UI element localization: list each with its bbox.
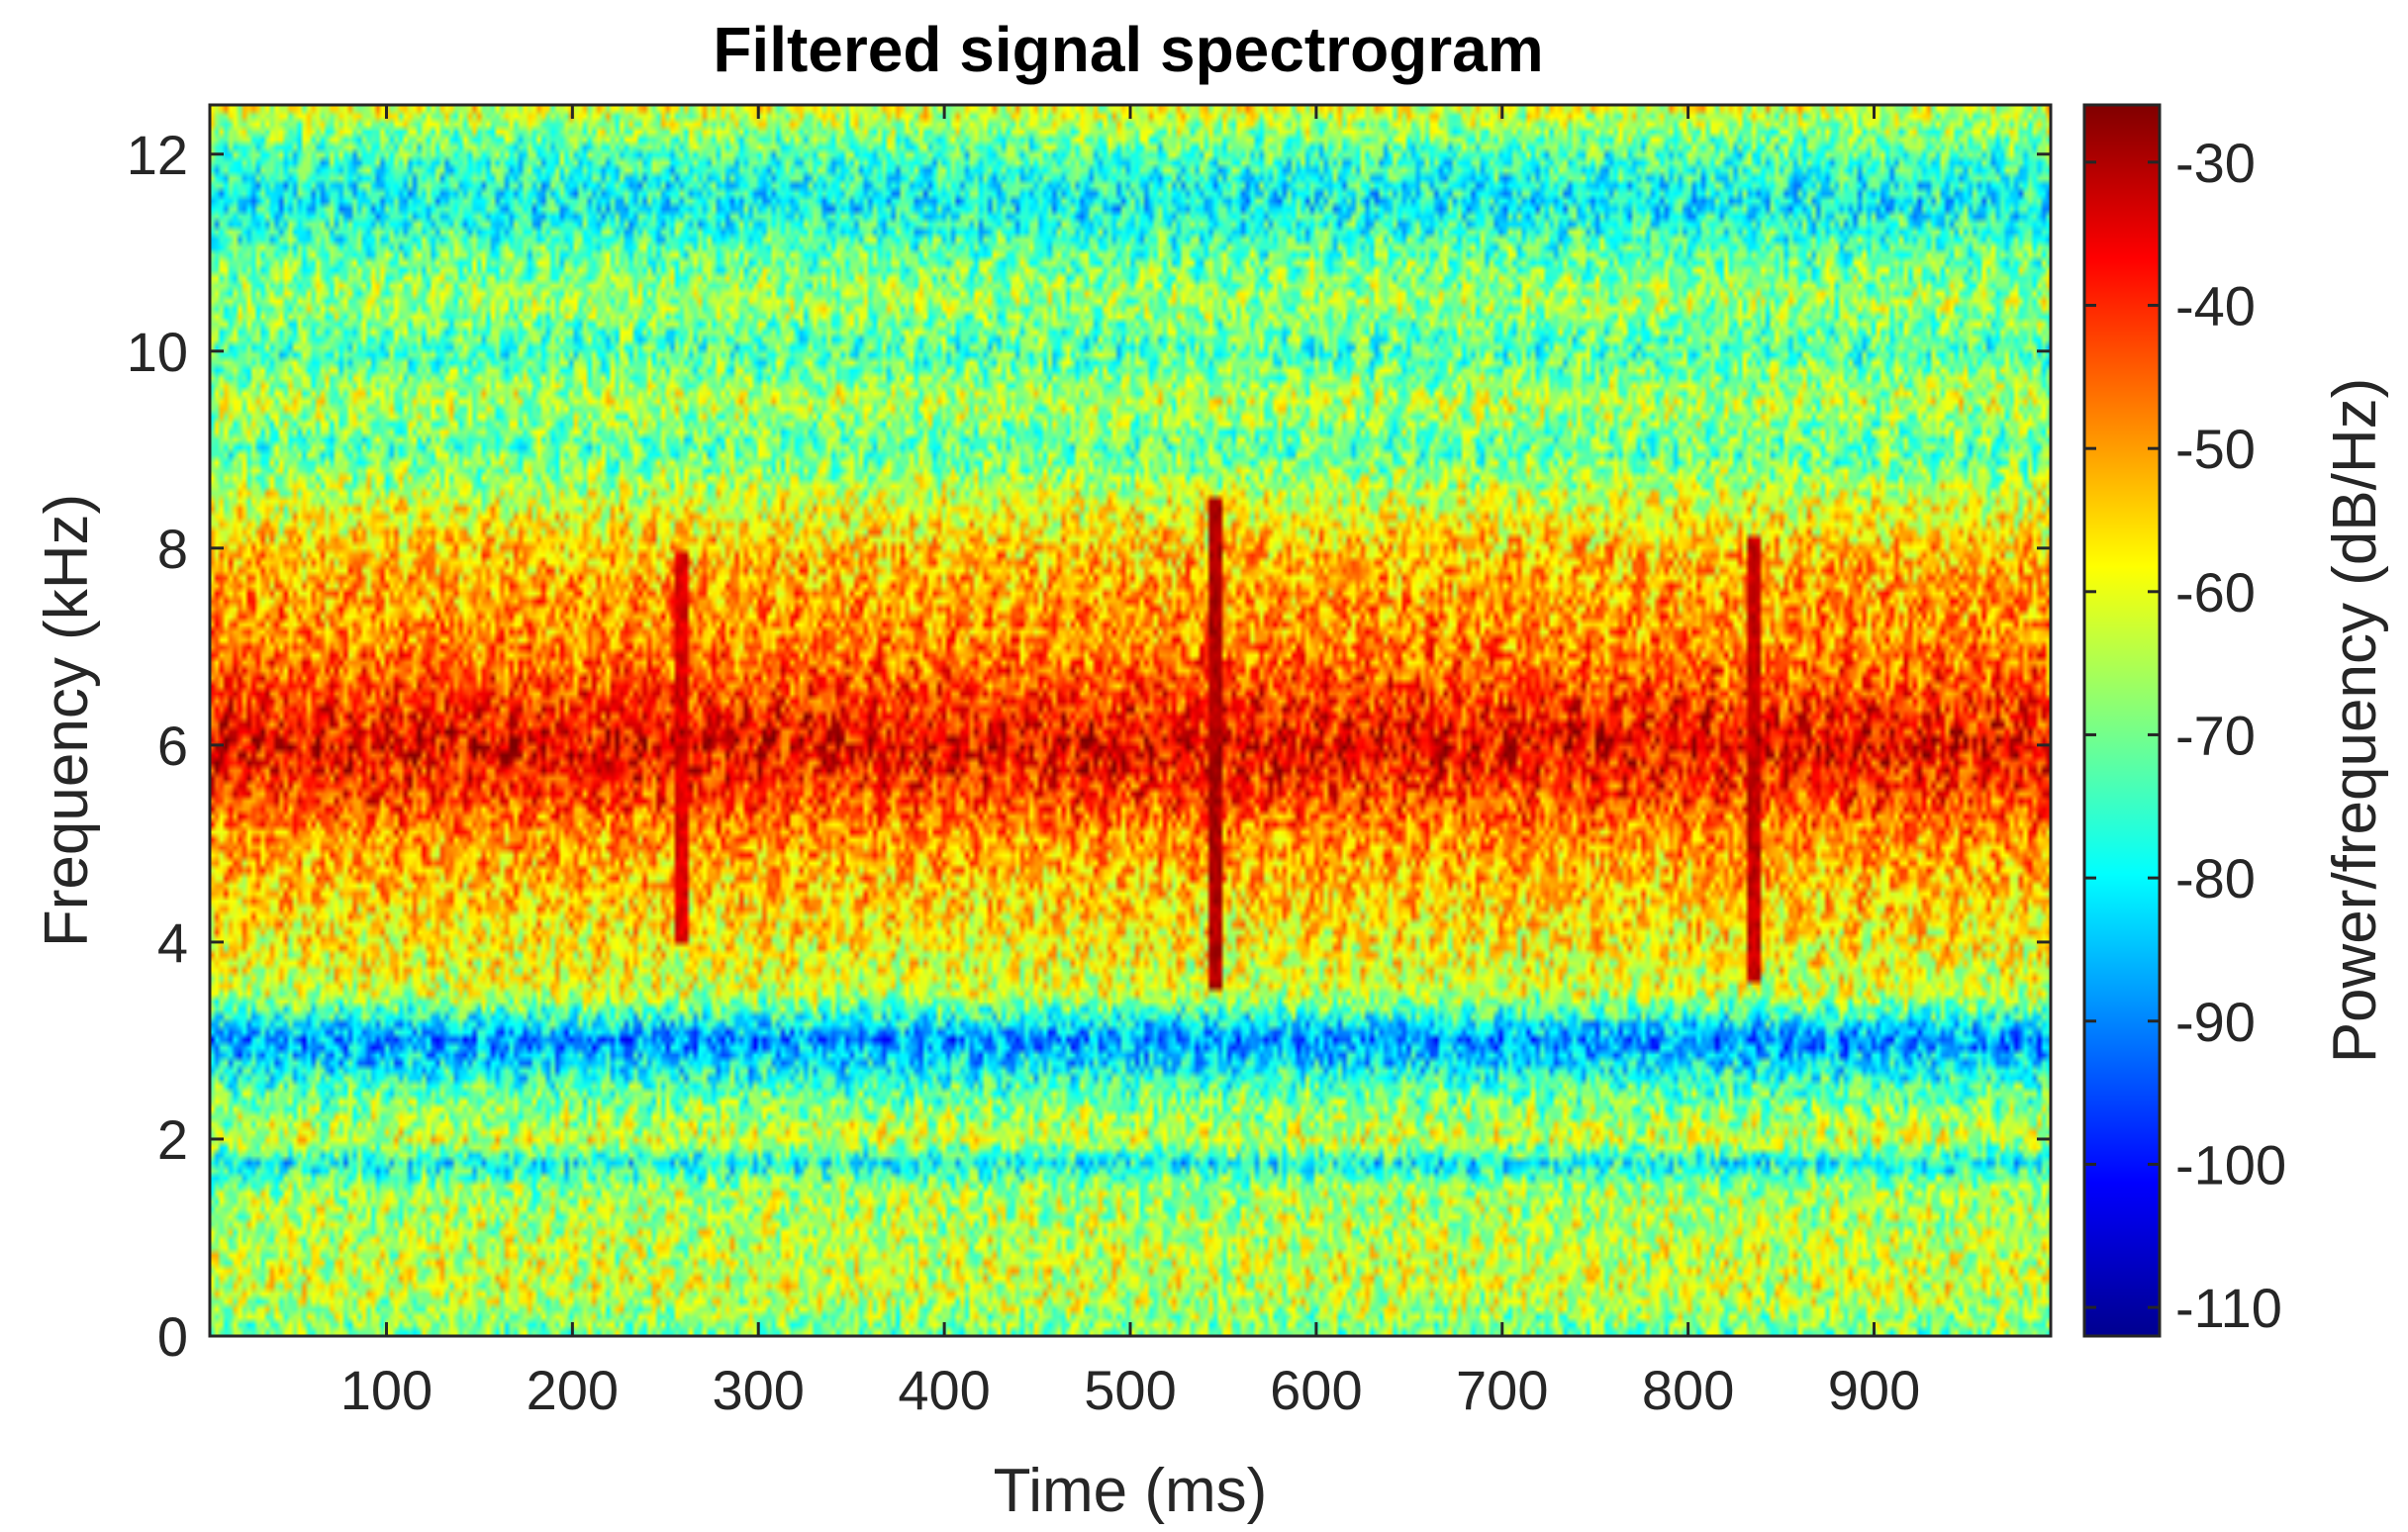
y-axis-label: Frequency (kHz)	[33, 494, 101, 947]
colorbar-tick-label: -70	[2175, 704, 2256, 766]
x-axis-label: Time (ms)	[994, 1457, 1268, 1525]
y-tick-label: 2	[157, 1108, 188, 1171]
y-tick-label: 0	[157, 1305, 188, 1368]
x-tick-label: 500	[1084, 1359, 1176, 1421]
chart-title: Filtered signal spectrogram	[713, 14, 1543, 85]
spectrogram-heatmap	[210, 105, 2051, 1336]
colorbar-label: Power/frequency (dB/Hz)	[2321, 378, 2389, 1064]
colorbar-tick-label: -60	[2175, 561, 2256, 623]
x-tick-label: 600	[1270, 1359, 1362, 1421]
y-tick-label: 8	[157, 518, 188, 580]
x-tick-label: 800	[1642, 1359, 1734, 1421]
x-tick-label: 200	[527, 1359, 619, 1421]
spectrogram-image	[210, 105, 2051, 1336]
y-tick-label: 10	[127, 321, 188, 383]
x-tick-label: 700	[1456, 1359, 1548, 1421]
x-tick-label: 300	[713, 1359, 805, 1421]
colorbar-tick-label: -40	[2175, 275, 2256, 337]
colorbar-tick-label: -90	[2175, 991, 2256, 1053]
y-tick-label: 6	[157, 715, 188, 777]
colorbar-tick-label: -110	[2175, 1277, 2282, 1339]
colorbar-tick-label: -80	[2175, 847, 2256, 910]
colorbar-tick-label: -30	[2175, 132, 2256, 194]
y-tick-label: 4	[157, 911, 188, 974]
colorbar-ticks: -110 -100 -90 -80 -70 -60 -50 -40 -30	[2084, 132, 2286, 1339]
x-axis-ticks: 100 200 300 400 500 600 700 800 900	[340, 105, 1920, 1421]
colorbar-tick-label: -100	[2175, 1133, 2286, 1196]
y-tick-label: 12	[127, 124, 188, 186]
colorbar	[2082, 103, 2162, 1338]
y-axis-ticks: 0 2 4 6 8 10 12	[127, 124, 2051, 1368]
x-tick-label: 100	[340, 1359, 433, 1421]
x-tick-label: 900	[1828, 1359, 1920, 1421]
colorbar-tick-label: -50	[2175, 418, 2256, 480]
x-tick-label: 400	[898, 1359, 990, 1421]
